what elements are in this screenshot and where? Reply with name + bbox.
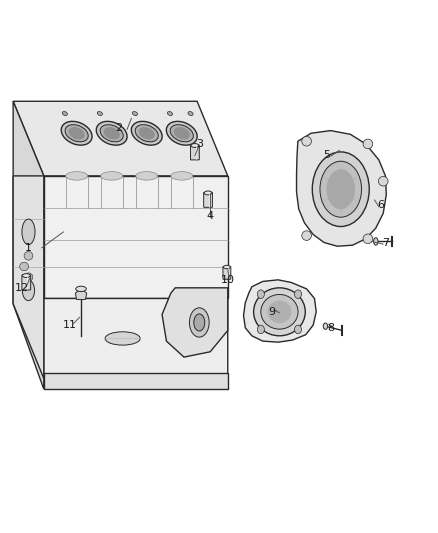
- Ellipse shape: [267, 301, 292, 323]
- Ellipse shape: [135, 125, 158, 142]
- Ellipse shape: [138, 127, 155, 140]
- Ellipse shape: [302, 231, 311, 240]
- Text: 3: 3: [196, 139, 203, 149]
- Ellipse shape: [171, 172, 193, 180]
- Ellipse shape: [96, 122, 127, 145]
- Ellipse shape: [22, 219, 35, 245]
- Ellipse shape: [97, 111, 102, 116]
- Circle shape: [294, 290, 301, 298]
- Ellipse shape: [302, 136, 311, 146]
- Ellipse shape: [170, 125, 193, 142]
- Ellipse shape: [20, 262, 28, 271]
- Ellipse shape: [136, 172, 158, 180]
- Ellipse shape: [68, 127, 85, 140]
- FancyBboxPatch shape: [191, 145, 199, 160]
- Circle shape: [258, 290, 265, 298]
- Text: 9: 9: [268, 307, 275, 317]
- Ellipse shape: [105, 332, 140, 345]
- Ellipse shape: [190, 308, 209, 337]
- FancyBboxPatch shape: [204, 192, 212, 207]
- Ellipse shape: [173, 127, 190, 140]
- Text: 5: 5: [323, 150, 330, 159]
- Polygon shape: [13, 101, 228, 176]
- Ellipse shape: [363, 234, 373, 244]
- Ellipse shape: [223, 265, 230, 269]
- Ellipse shape: [66, 172, 88, 180]
- Text: 2: 2: [115, 123, 122, 133]
- Ellipse shape: [24, 252, 33, 260]
- Ellipse shape: [320, 161, 362, 217]
- Polygon shape: [162, 288, 228, 357]
- Ellipse shape: [312, 152, 369, 227]
- Polygon shape: [297, 131, 386, 246]
- Ellipse shape: [22, 280, 35, 301]
- Ellipse shape: [204, 191, 212, 195]
- Polygon shape: [13, 101, 44, 389]
- Ellipse shape: [261, 294, 298, 329]
- Ellipse shape: [378, 176, 388, 186]
- Polygon shape: [44, 373, 228, 389]
- Ellipse shape: [22, 273, 30, 278]
- Text: 4: 4: [207, 211, 214, 221]
- Ellipse shape: [326, 169, 355, 209]
- Ellipse shape: [62, 111, 67, 116]
- Text: 10: 10: [221, 275, 235, 285]
- Text: 7: 7: [382, 238, 389, 247]
- Ellipse shape: [76, 286, 86, 292]
- Polygon shape: [44, 298, 228, 389]
- Ellipse shape: [101, 172, 123, 180]
- Polygon shape: [44, 176, 228, 298]
- Ellipse shape: [194, 314, 205, 331]
- FancyBboxPatch shape: [22, 275, 31, 290]
- Ellipse shape: [254, 288, 305, 336]
- Ellipse shape: [61, 122, 92, 145]
- Ellipse shape: [65, 125, 88, 142]
- Ellipse shape: [374, 238, 378, 245]
- Polygon shape: [13, 176, 44, 378]
- Ellipse shape: [100, 125, 123, 142]
- Ellipse shape: [131, 122, 162, 145]
- Polygon shape: [75, 289, 87, 300]
- Ellipse shape: [166, 122, 197, 145]
- Text: 8: 8: [327, 323, 334, 333]
- Ellipse shape: [24, 273, 33, 281]
- Ellipse shape: [191, 143, 199, 148]
- Circle shape: [258, 325, 265, 334]
- Ellipse shape: [103, 127, 120, 140]
- Ellipse shape: [323, 323, 328, 329]
- Text: 12: 12: [15, 283, 29, 293]
- Text: 6: 6: [378, 200, 385, 210]
- Circle shape: [294, 325, 301, 334]
- Polygon shape: [244, 280, 316, 342]
- Ellipse shape: [363, 139, 373, 149]
- Text: 11: 11: [63, 320, 77, 330]
- FancyBboxPatch shape: [223, 266, 231, 279]
- Ellipse shape: [188, 111, 193, 116]
- Ellipse shape: [167, 111, 173, 116]
- Ellipse shape: [132, 111, 138, 116]
- Text: 1: 1: [25, 243, 32, 253]
